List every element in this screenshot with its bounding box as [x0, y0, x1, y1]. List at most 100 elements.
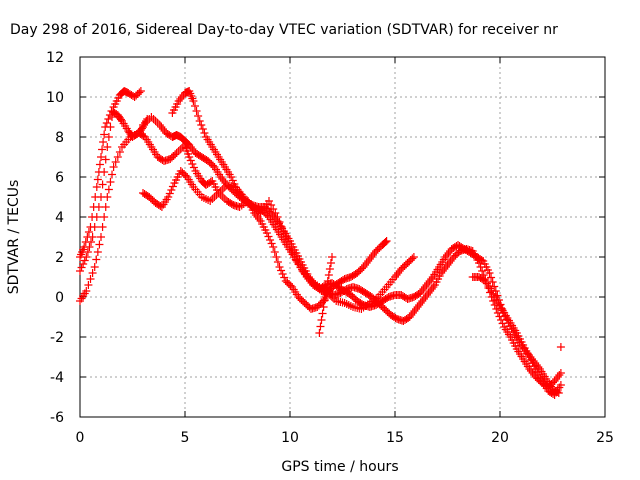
y-tick-label: 4: [55, 210, 64, 226]
data-point-track-2: [100, 168, 109, 176]
data-point-track-1: [98, 145, 107, 154]
data-point-track-2: [106, 123, 115, 131]
y-tick-label: 6: [55, 170, 64, 186]
data-point-track-2: [88, 233, 97, 241]
data-point-track-1: [102, 119, 111, 127]
y-tick-label: -6: [50, 410, 64, 426]
data-point-track-3: [273, 258, 282, 266]
data-point-track-2: [90, 223, 99, 231]
data-point-track-3: [104, 185, 113, 194]
data-point-track-2: [76, 267, 84, 275]
data-point-track-6: [227, 173, 236, 181]
data-point-track-3: [82, 287, 91, 295]
data-point-track-3: [266, 236, 275, 244]
data-point-track-2: [79, 260, 88, 268]
data-point-track-4: [408, 254, 417, 263]
data-point-track-3: [103, 193, 112, 201]
data-point-track-3: [115, 148, 124, 156]
data-point-track-3: [92, 255, 101, 264]
data-point-track-1: [95, 160, 104, 169]
x-tick-label: 20: [491, 430, 509, 446]
x-tick-label: 10: [281, 430, 299, 446]
data-point-track-8: [325, 265, 334, 273]
data-point-track-1: [97, 153, 105, 161]
data-point-track-8: [323, 277, 332, 285]
plot-frame: [79, 56, 606, 418]
ticks-layer: 0 5 10 15 20 25 -6 -4 -2 0 2 4 6 8 10 12: [46, 50, 614, 446]
data-point-track-8: [326, 259, 335, 267]
data-point-track-4: [168, 182, 177, 191]
data-point-track-2: [103, 143, 112, 151]
data-point-track-2: [87, 238, 96, 246]
data-point-track-3: [255, 215, 264, 223]
data-point-track-6: [231, 183, 240, 192]
data-point-track-5: [555, 371, 564, 379]
data-point-track-3: [272, 253, 281, 261]
data-point-track-8: [317, 316, 326, 324]
data-point-track-4: [167, 186, 176, 194]
data-point-track-3: [264, 232, 273, 241]
data-point-track-6: [189, 97, 198, 105]
data-point-track-2: [94, 203, 103, 211]
data-point-track-3: [262, 229, 271, 237]
x-tick-label: 0: [76, 430, 85, 446]
data-point-track-3: [171, 150, 180, 159]
data-point-track-1: [100, 130, 109, 139]
y-tick-label: 8: [55, 130, 64, 146]
data-point-track-2: [104, 133, 113, 141]
y-tick-label: 2: [55, 250, 64, 266]
data-point-track-3: [278, 270, 287, 278]
data-point-track-3: [267, 239, 276, 248]
data-point-track-8: [319, 303, 328, 311]
data-point-track-2: [83, 248, 92, 256]
data-point-track-3: [188, 160, 197, 168]
data-point-track-1: [104, 115, 113, 123]
data-point-track-4: [165, 189, 174, 198]
y-tick-label: 12: [46, 50, 64, 66]
data-point-track-8: [320, 296, 329, 305]
data-point-track-3: [111, 158, 120, 166]
data-point-track-6: [198, 125, 207, 133]
data-point-track-3: [98, 223, 107, 231]
x-tick-label: 15: [386, 430, 404, 446]
data-point-track-1: [92, 183, 101, 191]
data-point-track-8: [322, 283, 331, 292]
data-point-track-3: [97, 233, 105, 241]
y-tick-label: -4: [50, 370, 64, 386]
grid-layer: [80, 57, 605, 417]
data-point-track-2: [85, 243, 94, 251]
data-point-track-6: [485, 269, 494, 277]
x-tick-label: 5: [181, 430, 190, 446]
data-point-track-3: [381, 238, 390, 246]
data-point-track-3: [275, 263, 284, 271]
data-point-track-6: [190, 102, 199, 110]
data-point-track-8: [318, 309, 327, 318]
data-point-track-3: [106, 178, 115, 186]
x-axis-label: GPS time / hours: [281, 459, 398, 475]
data-point-track-3: [93, 248, 102, 256]
data-point-track-2: [92, 213, 101, 221]
data-point-track-1: [93, 175, 102, 184]
data-point-track-5: [429, 283, 438, 291]
data-point-track-6: [194, 112, 203, 120]
data-point-track-6: [192, 107, 201, 115]
data-point-track-2: [82, 253, 91, 261]
data-point-track-2: [135, 88, 144, 97]
data-point-track-8: [328, 253, 336, 261]
data-point-track-3: [189, 163, 198, 172]
data-point-track-3: [100, 213, 109, 221]
data-point-track-1: [99, 138, 108, 146]
data-point-track-3: [113, 153, 122, 161]
data-point-track-8: [321, 290, 330, 298]
data-point-track-6: [200, 129, 209, 137]
data-point-track-2: [77, 263, 86, 272]
data-point-track-3: [185, 153, 194, 161]
data-point-track-3: [269, 243, 278, 251]
data-point-track-6: [488, 278, 497, 286]
data-point-track-6: [230, 180, 239, 188]
data-point-track-6: [195, 117, 204, 125]
data-point-track-6: [228, 176, 237, 185]
data-point-track-3: [101, 203, 110, 211]
data-point-track-3: [277, 266, 286, 275]
